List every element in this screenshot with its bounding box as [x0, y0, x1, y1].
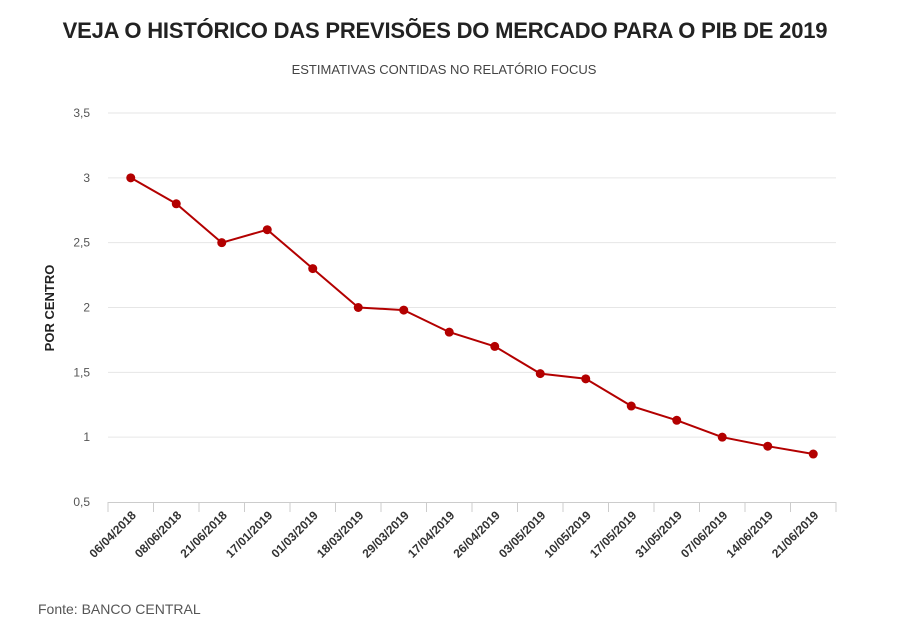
data-point[interactable]	[672, 415, 682, 425]
x-axis-ticks: 06/04/201808/06/201821/06/201817/01/2019…	[87, 508, 822, 561]
data-point[interactable]	[262, 225, 272, 235]
data-point[interactable]	[535, 369, 545, 379]
data-point[interactable]	[171, 199, 181, 209]
y-tick-label: 3,5	[73, 106, 90, 120]
y-axis-ticks: 0,5 1 1,5 2 2,5 3 3,5	[73, 106, 90, 509]
chart-subtitle: ESTIMATIVAS CONTIDAS NO RELATÓRIO FOCUS	[291, 62, 597, 77]
x-tick-label: 14/06/2019	[724, 508, 777, 561]
y-tick-label: 2,5	[73, 236, 90, 250]
data-point[interactable]	[444, 327, 454, 337]
x-tick-label: 18/03/2019	[314, 508, 367, 561]
grid-lines	[108, 112, 836, 438]
data-point[interactable]	[126, 173, 136, 183]
data-point[interactable]	[308, 264, 318, 274]
y-tick-label: 1,5	[73, 365, 90, 379]
data-point[interactable]	[763, 441, 773, 451]
x-tick-label: 17/04/2019	[405, 508, 458, 561]
y-tick-label: 1	[83, 430, 90, 444]
y-tick-label: 0,5	[73, 495, 90, 509]
x-tick-label: 17/01/2019	[223, 508, 276, 561]
data-point[interactable]	[353, 303, 363, 312]
series-line-group	[126, 173, 818, 459]
x-axis	[107, 502, 837, 512]
data-point[interactable]	[808, 449, 818, 459]
x-tick-label: 31/05/2019	[633, 508, 686, 561]
x-tick-label: 10/05/2019	[542, 508, 595, 561]
source-note: Fonte: BANCO CENTRAL	[38, 601, 201, 617]
chart-title: VEJA O HISTÓRICO DAS PREVISÕES DO MERCAD…	[62, 18, 828, 43]
y-tick-label: 3	[83, 171, 90, 185]
x-tick-label: 26/04/2019	[451, 508, 504, 561]
x-tick-label: 01/03/2019	[269, 508, 322, 561]
x-tick-label: 06/04/2018	[87, 508, 140, 561]
data-point[interactable]	[581, 374, 591, 384]
x-tick-label: 07/06/2019	[678, 508, 731, 561]
x-tick-label: 29/03/2019	[360, 508, 413, 561]
data-point[interactable]	[399, 305, 409, 315]
y-tick-label: 2	[83, 301, 90, 315]
data-point[interactable]	[626, 401, 636, 411]
x-tick-label: 03/05/2019	[496, 508, 549, 561]
x-tick-label: 21/06/2018	[178, 508, 231, 561]
series-line	[130, 176, 814, 455]
x-tick-label: 08/06/2018	[132, 508, 185, 561]
data-point[interactable]	[490, 341, 500, 351]
y-axis-label: POR CENTRO	[42, 265, 57, 352]
data-point[interactable]	[217, 238, 227, 248]
data-point[interactable]	[717, 432, 727, 442]
x-tick-label: 21/06/2019	[769, 508, 822, 561]
x-tick-label: 17/05/2019	[587, 508, 640, 561]
